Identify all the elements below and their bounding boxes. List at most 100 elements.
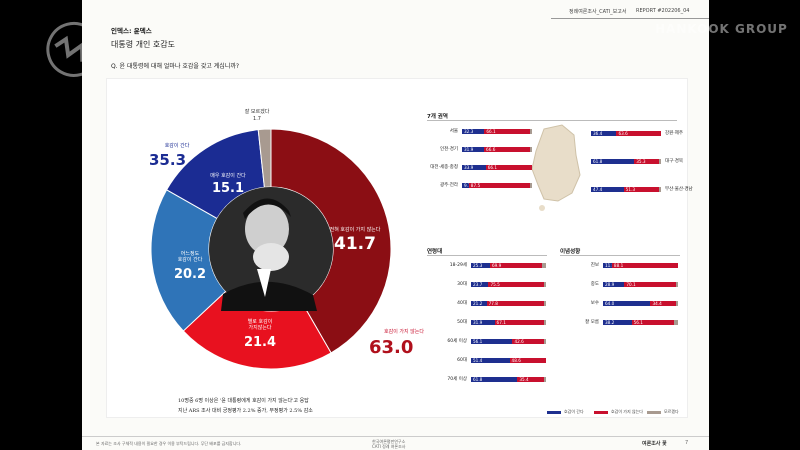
stacked-bar: 51.4 48.6 [471, 358, 546, 363]
stacked-bar: 32.3 66.1 [462, 129, 532, 134]
seg2-label: 별로 호감이 가지않는다 [247, 319, 273, 331]
stacked-bar: 56.1 42.6 [471, 339, 546, 344]
bar-unknown [543, 377, 546, 382]
legend-neg-swatch [594, 410, 608, 414]
seg1-value: 41.7 [334, 234, 376, 254]
bar-row-label: 40대 [457, 301, 467, 306]
bar-row-label: 18-29세 [449, 263, 467, 268]
legend-pos-label: 호감이 간다 [564, 409, 584, 414]
stacked-bar: 33.9 66.1 [462, 165, 532, 170]
bar-unknown [659, 187, 661, 192]
bar-positive: 56.1 [471, 339, 513, 344]
legend-dk: 모르겠다 [647, 409, 679, 415]
header-title: 정례여론조사_CATI_보고서 [569, 9, 627, 15]
seg1-label: 전혀 호감이 가지 않는다 [329, 227, 381, 233]
bar-negative: 77.8 [486, 301, 544, 306]
bar-negative: 48.6 [509, 358, 546, 363]
footer-disclaimer: 본 자료는 조사 구체적 내용이 필요한 경우 이용 부탁드립니다. 무단 배포… [96, 441, 242, 446]
stacked-bar: 36.4 63.6 [591, 131, 661, 136]
bar-row-label: 60대 [457, 358, 467, 363]
bar-unknown [544, 282, 546, 287]
negative-total-label: 호감이 가지 않는다 [384, 329, 424, 335]
header-divider [551, 18, 709, 19]
bar-negative: 42.6 [512, 339, 544, 344]
dk-value: 1.7 [253, 116, 261, 122]
bar-positive: 36.4 [591, 131, 617, 136]
bar-row-label: 70세 이상 [447, 377, 467, 382]
seg4-label: 매우 호감이 간다 [210, 173, 246, 179]
stacked-bar: 61.8 35.3 [591, 159, 661, 164]
legend-neg-label: 호감이 가지 않는다 [611, 409, 643, 414]
bar-unknown [544, 320, 546, 325]
bar-unknown [530, 147, 532, 152]
stacked-bar: 11.988.1 [603, 263, 678, 268]
bar-positive: 38.2 [603, 320, 632, 325]
donut-chart [150, 128, 392, 370]
group-watermark: HANKOOK GROUP [655, 22, 788, 36]
page-header: 정례여론조사_CATI_보고서 REPORT #202206_04 [82, 0, 709, 20]
survey-question: Q. 윤 대통령에 대해 얼마나 호감을 갖고 계십니까? [111, 63, 240, 70]
bar-row-label: 진보 [590, 263, 599, 268]
person-photo-icon [221, 198, 317, 311]
region-title: 7개 권역 [427, 114, 448, 120]
bar-negative: 88.1 [611, 263, 678, 268]
bar-row-label: 부산·울산·경남 [665, 187, 693, 192]
legend-pos-swatch [547, 410, 561, 414]
bar-negative: 35.4 [517, 377, 544, 382]
bar-row-label: 서울 [449, 129, 458, 134]
bar-negative: 66.1 [484, 129, 530, 134]
bar-negative: 75.5 [488, 282, 544, 287]
bar-unknown [530, 129, 532, 134]
bar-row-label: 대구·경북 [665, 159, 683, 164]
section-label: 인덱스: 윤덱스 [111, 27, 152, 35]
legend-dk-label: 모르겠다 [664, 409, 679, 414]
bar-row-label: 보수 [590, 301, 599, 306]
bar-negative: 67.1 [494, 320, 544, 325]
bar-positive: 61.8 [591, 159, 635, 164]
footer-center: 한국여론평판연구소 CATI 정례 여론조사 [372, 439, 406, 449]
bar-positive: 33.9 [462, 165, 486, 170]
bar-positive: 11.9 [603, 263, 612, 268]
bar-unknown [658, 159, 661, 164]
bar-positive: 32.3 [462, 129, 485, 134]
bar-negative: 34.4 [650, 301, 676, 306]
legend-dk-swatch [647, 410, 661, 414]
seg4-value: 15.1 [211, 181, 245, 196]
stacked-bar: 25.3 69.9 [471, 263, 546, 268]
bar-positive: 28.9 [603, 282, 625, 287]
stacked-bar: 47.4 51.3 [591, 187, 661, 192]
page-subtitle: 대통령 개인 호감도 [111, 40, 175, 49]
stacked-bar: 23.7 75.5 [471, 282, 546, 287]
bar-row-label: 광주·전라 [440, 183, 458, 188]
ideology-title: 이념성향 [560, 249, 581, 255]
bar-positive: 21.2 [471, 301, 487, 306]
stacked-bar: 61.8 35.4 [471, 377, 546, 382]
stacked-bar: 9.787.5 [462, 183, 532, 188]
bar-unknown [676, 282, 678, 287]
region-divider [427, 120, 677, 121]
bar-negative: 56.1 [631, 320, 674, 325]
korea-map-icon [531, 124, 581, 211]
bar-row-label: 대전·세종·충청 [430, 165, 458, 170]
bar-row-label: 60세 이상 [447, 339, 467, 344]
positive-total-label: 호감이 간다 [164, 143, 190, 149]
bar-negative: 35.3 [634, 159, 659, 164]
bar-unknown [673, 320, 678, 325]
bar-positive: 9.7 [462, 183, 469, 188]
positive-total-value: 35.3 [149, 151, 187, 169]
bar-negative: 87.5 [468, 183, 530, 188]
bar-positive: 64.0 [603, 301, 651, 306]
summary-line-1: 10명중 6명 이상은 '윤 대통령에게 호감이 가지 않는다'고 응답 [178, 398, 309, 404]
bar-unknown [676, 301, 678, 306]
bar-unknown [544, 301, 546, 306]
footer-page-number: 7 [685, 440, 689, 446]
report-page: 정례여론조사_CATI_보고서 REPORT #202206_04 인덱스: 윤… [82, 0, 709, 450]
bar-positive: 31.9 [471, 320, 495, 325]
stacked-bar: 21.2 77.8 [471, 301, 546, 306]
legend-pos: 호감이 간다 [547, 409, 584, 415]
page-footer: 본 자료는 조사 구체적 내용이 필요한 경우 이용 부탁드립니다. 무단 배포… [82, 436, 709, 450]
age-title: 연령대 [427, 249, 443, 255]
age-divider [427, 255, 547, 256]
bar-unknown [544, 339, 546, 344]
